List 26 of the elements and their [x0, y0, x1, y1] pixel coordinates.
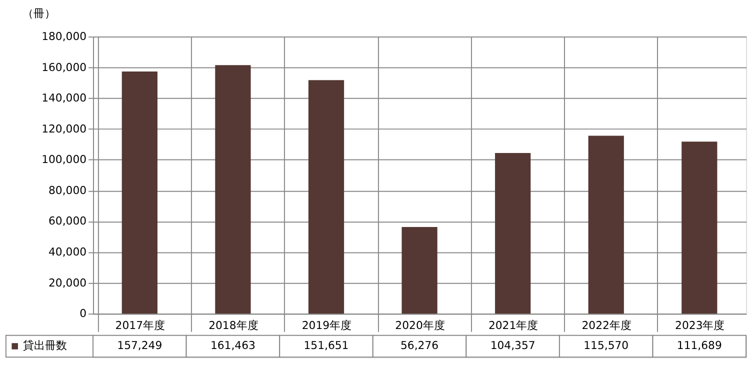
y-tick-label: 180,000	[42, 30, 87, 44]
y-tick-label: 80,000	[48, 184, 87, 197]
data-label: 161,463	[210, 339, 256, 352]
y-axis-title: （冊）	[22, 7, 56, 20]
y-tick-label: 100,000	[42, 153, 87, 166]
y-tick-label: 120,000	[42, 122, 87, 136]
x-tick-label: 2020年度	[395, 318, 445, 332]
x-tick-label: 2022年度	[582, 318, 632, 332]
data-label: 157,249	[117, 339, 162, 352]
data-label: 115,570	[584, 339, 629, 352]
y-tick-label: 140,000	[42, 92, 87, 105]
y-tick-label: 60,000	[48, 214, 87, 228]
y-tick-label: 0	[80, 307, 87, 320]
x-tick-label: 2019年度	[302, 318, 352, 332]
data-label: 111,689	[676, 339, 722, 352]
y-tick-label: 40,000	[48, 245, 87, 258]
x-tick-label: 2023年度	[675, 318, 725, 332]
data-label: 151,651	[304, 339, 349, 352]
data-label: 104,357	[490, 339, 536, 352]
y-tick-label: 160,000	[42, 60, 87, 74]
x-tick-label: 2021年度	[488, 318, 538, 332]
x-tick-label: 2017年度	[115, 318, 165, 332]
x-tick-label: 2018年度	[208, 318, 258, 332]
legend-label: 貸出冊数	[22, 339, 67, 352]
data-label: 56,276	[400, 339, 439, 352]
y-tick-label: 20,000	[48, 276, 87, 290]
